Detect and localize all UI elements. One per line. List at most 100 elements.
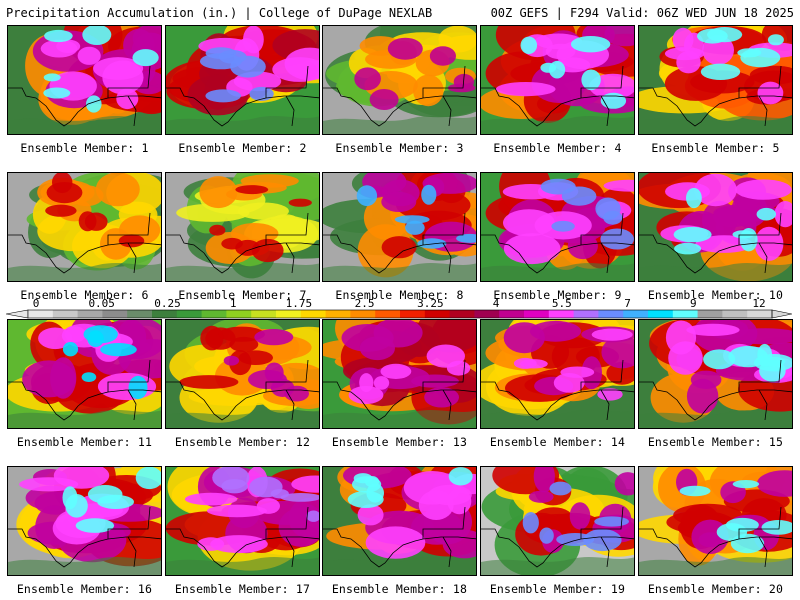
colorbar-swatch: [52, 310, 79, 318]
colorbar-left-arrow: [6, 309, 29, 319]
colorbar-swatch: [548, 310, 575, 318]
colorbar-swatch: [102, 310, 128, 318]
colorbar-swatch: [201, 310, 227, 318]
member-map-panel: Ensemble Member: 20: [638, 466, 793, 596]
precipitation-map: [480, 319, 635, 429]
colorbar-swatch: [623, 310, 649, 318]
colorbar-swatch: [598, 310, 624, 318]
member-map-panel: Ensemble Member: 10: [638, 172, 793, 302]
ensemble-member-label: Ensemble Member: 2: [178, 141, 307, 155]
ensemble-member-label: Ensemble Member: 18: [331, 582, 468, 596]
precipitation-map: [322, 172, 477, 282]
colorbar-swatch: [226, 310, 252, 318]
member-map-panel: Ensemble Member: 12: [165, 319, 320, 449]
run-info: 00Z GEFS | F294 Valid: 06Z WED JUN 18 20…: [490, 6, 794, 20]
ensemble-member-label: Ensemble Member: 20: [647, 582, 784, 596]
colorbar-swatch: [77, 310, 103, 318]
precipitation-map: [480, 172, 635, 282]
ensemble-member-label: Ensemble Member: 17: [174, 582, 311, 596]
colorbar-swatch: [747, 310, 773, 318]
precipitation-map: [638, 25, 793, 135]
member-map-panel: Ensemble Member: 17: [165, 466, 320, 596]
precipitation-map: [638, 319, 793, 429]
member-map-panel: Ensemble Member: 4: [480, 25, 635, 155]
precipitation-map: [322, 466, 477, 576]
colorbar-swatch: [449, 310, 475, 318]
precipitation-map: [165, 25, 320, 135]
colorbar-tick-label: 7: [624, 297, 631, 310]
colorbar-swatch: [573, 310, 599, 318]
precipitation-map: [165, 466, 320, 576]
colorbar-swatch: [350, 310, 376, 318]
member-map-panel: Ensemble Member: 1: [7, 25, 162, 155]
colorbar-swatch: [176, 310, 203, 318]
colorbar-swatch: [325, 310, 351, 318]
ensemble-member-label: Ensemble Member: 8: [335, 288, 464, 302]
precipitation-map: [638, 466, 793, 576]
precipitation-map: [322, 319, 477, 429]
colorbar-swatch: [474, 310, 500, 318]
ensemble-member-label: Ensemble Member: 1: [20, 141, 149, 155]
ensemble-member-label: Ensemble Member: 19: [489, 582, 626, 596]
ensemble-member-label: Ensemble Member: 15: [647, 435, 784, 449]
ensemble-member-label: Ensemble Member: 7: [178, 288, 307, 302]
colorbar-right-arrow: [771, 309, 792, 319]
member-map-panel: Ensemble Member: 11: [7, 319, 162, 449]
precipitation-map: [7, 25, 162, 135]
member-map-panel: Ensemble Member: 7: [165, 172, 320, 302]
ensemble-member-label: Ensemble Member: 13: [331, 435, 468, 449]
colorbar-swatch: [251, 310, 277, 318]
precipitation-map: [165, 319, 320, 429]
member-map-panel: Ensemble Member: 19: [480, 466, 635, 596]
ensemble-member-label: Ensemble Member: 6: [20, 288, 149, 302]
colorbar-swatch: [276, 310, 302, 318]
colorbar-strip: [6, 309, 792, 319]
colorbar-swatch: [400, 310, 426, 318]
member-map-panel: Ensemble Member: 13: [322, 319, 477, 449]
precipitation-map: [638, 172, 793, 282]
ensemble-member-label: Ensemble Member: 3: [335, 141, 464, 155]
precipitation-colorbar: 0 0.05 0.25 1 1.75 2.5 3.25 4 5.5 7 9 12: [6, 297, 792, 320]
colorbar-tick-label: 0.05: [88, 297, 115, 310]
precipitation-map: [322, 25, 477, 135]
ensemble-member-label: Ensemble Member: 10: [647, 288, 784, 302]
colorbar-tick-label: 0.25: [154, 297, 181, 310]
colorbar-tick-label: 5.5: [551, 297, 572, 310]
ensemble-member-label: Ensemble Member: 14: [489, 435, 626, 449]
colorbar-swatch: [697, 310, 723, 318]
precipitation-map: [165, 172, 320, 282]
member-map-panel: Ensemble Member: 3: [322, 25, 477, 155]
member-map-panel: Ensemble Member: 14: [480, 319, 635, 449]
colorbar-swatch: [722, 310, 748, 318]
chart-title: Precipitation Accumulation (in.) | Colle…: [6, 6, 433, 20]
precipitation-map: [7, 172, 162, 282]
ensemble-member-label: Ensemble Member: 12: [174, 435, 311, 449]
member-map-panel: Ensemble Member: 15: [638, 319, 793, 449]
colorbar-swatch: [672, 310, 699, 318]
colorbar-tick-label: 1: [229, 297, 237, 310]
colorbar-swatch: [152, 310, 178, 318]
colorbar-swatch: [648, 310, 674, 318]
precipitation-map: [480, 25, 635, 135]
colorbar-tick-label: 0: [32, 297, 40, 310]
precipitation-map: [7, 466, 162, 576]
colorbar-tick-label: 1.75: [285, 297, 313, 310]
ensemble-member-label: Ensemble Member: 4: [493, 141, 622, 155]
precipitation-map: [480, 466, 635, 576]
member-map-panel: Ensemble Member: 6: [7, 172, 162, 302]
member-map-panel: Ensemble Member: 2: [165, 25, 320, 155]
member-map-panel: Ensemble Member: 5: [638, 25, 793, 155]
colorbar-tick-label: 4: [492, 297, 500, 310]
member-map-panel: Ensemble Member: 8: [322, 172, 477, 302]
member-map-panel: Ensemble Member: 18: [322, 466, 477, 596]
colorbar-swatch: [424, 310, 451, 318]
precipitation-map: [7, 319, 162, 429]
member-map-panel: Ensemble Member: 9: [480, 172, 635, 302]
colorbar-swatch: [127, 310, 153, 318]
colorbar-swatch: [300, 310, 327, 318]
ensemble-member-label: Ensemble Member: 9: [493, 288, 622, 302]
colorbar-swatch: [499, 310, 525, 318]
colorbar-swatch: [375, 310, 401, 318]
colorbar-tick-label: 2.5: [354, 297, 375, 310]
colorbar-swatch: [28, 310, 54, 318]
